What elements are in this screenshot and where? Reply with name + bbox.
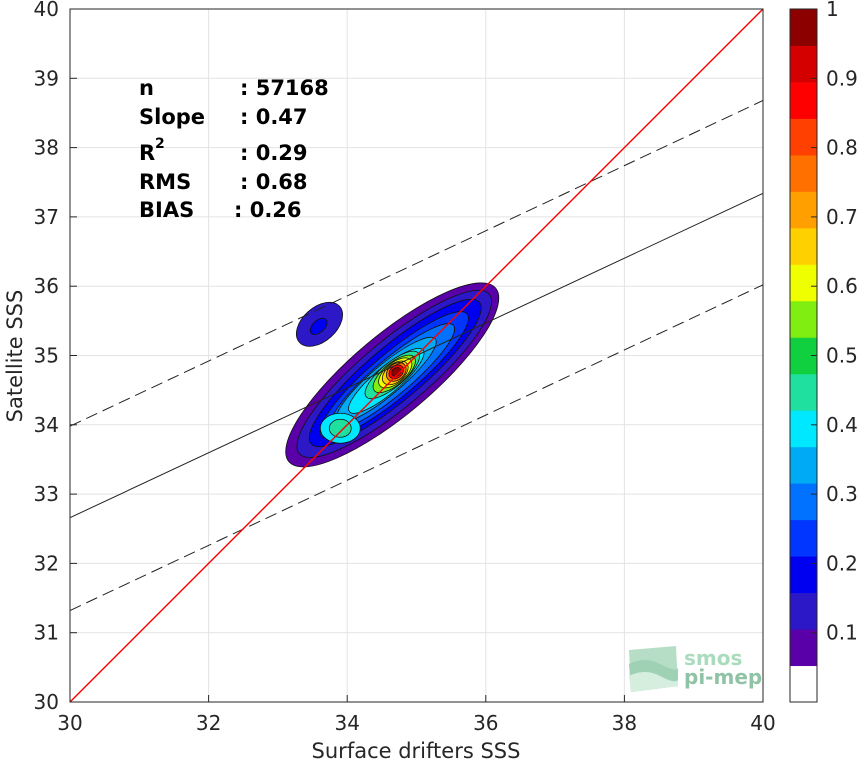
colorbar-segment [790,519,817,557]
contour-lobe-inner [328,418,352,438]
stat-r2-value: : 0.29 [240,141,308,165]
stat-bias-label: BIAS [139,198,194,222]
colorbar-tick-label: 0.1 [826,621,858,645]
colorbar-tick-label: 0.3 [826,482,858,506]
colorbar-segment [790,373,817,411]
logo-waves-stripe-2 [629,672,678,692]
stat-slope-value: : 0.47 [240,105,308,129]
y-tick-label: 32 [34,551,59,575]
colorbar-segment [790,264,817,302]
colorbar-segment [790,410,817,448]
colorbar-tick-label: 0.6 [826,274,858,298]
colorbar-tick-label: 0.8 [826,136,858,160]
identity-line [70,9,763,702]
y-tick-label: 35 [34,344,59,368]
logo-line-1: smos [684,646,742,670]
y-tick-label: 37 [34,205,59,229]
colorbar-segment [790,227,817,265]
y-tick-label: 34 [34,413,59,437]
colorbar-tick-label: 0.4 [826,413,858,437]
colorbar-segment [790,300,817,338]
colorbar [790,9,817,703]
colorbar-segment [790,9,817,46]
y-axis-label: Satellite SSS [3,290,27,423]
y-tick-label: 40 [34,0,59,21]
x-axis-label: Surface drifters SSS [312,739,521,763]
stat-r2-label: R [139,141,155,165]
stat-bias-value: : 0.26 [234,198,302,222]
contour-isolated-inner [309,317,328,335]
colorbar-segment [790,483,817,521]
x-tick-label: 30 [57,711,82,735]
x-tick-label: 40 [750,711,775,735]
y-tick-label: 31 [34,621,59,645]
colorbar-tick-label: 0.9 [826,66,858,90]
y-tick-label: 30 [34,690,59,714]
colorbar-segment [790,191,817,229]
y-tick-label: 33 [34,482,59,506]
y-tick-label: 38 [34,136,59,160]
x-tick-label: 34 [334,711,359,735]
colorbar-segment [790,154,817,192]
stat-n-label: n [139,76,154,100]
colorbar-tick-label: 0.2 [826,551,858,575]
reference-lines [70,9,763,702]
colorbar-segment [790,81,817,119]
lower-rms-band-line [70,284,763,611]
y-axis-ticks: 30 31 32 33 34 35 36 37 38 39 40 [34,0,77,714]
colorbar-tick-label: 0.5 [826,344,858,368]
colorbar-segment [790,45,817,83]
colorbar-ticks: 0.1 0.2 0.3 0.4 0.5 0.6 0.7 0.8 0.9 1 [811,0,858,645]
x-tick-label: 32 [196,711,221,735]
colorbar-segment [790,118,817,156]
colorbar-segment [790,446,817,484]
colorbar-segment [790,556,817,594]
colorbar-tick-label: 1 [826,0,839,21]
x-tick-label: 38 [612,711,637,735]
stat-rms-label: RMS [139,170,191,194]
stat-slope-label: Slope [139,105,205,129]
colorbar-tick-label: 0.7 [826,205,858,229]
colorbar-segment [790,665,817,703]
logo-line-2: pi-mep [684,665,762,689]
stat-rms-value: : 0.68 [240,170,308,194]
stat-r2-sup: 2 [155,136,165,152]
grid [69,8,764,703]
x-tick-label: 36 [473,711,498,735]
density-contours [285,282,500,468]
stat-n-value: : 57168 [240,76,329,100]
x-axis-ticks: 30 32 34 36 38 40 [57,695,776,735]
colorbar-segment [790,592,817,630]
colorbar-segment [790,629,817,667]
y-tick-label: 39 [34,66,59,90]
upper-rms-band-line [70,100,763,427]
y-tick-label: 36 [34,274,59,298]
stats-box: n : 57168 Slope : 0.47 R 2 : 0.29 RMS : … [139,76,329,222]
smos-pi-mep-logo: smos pi-mep [629,646,762,692]
